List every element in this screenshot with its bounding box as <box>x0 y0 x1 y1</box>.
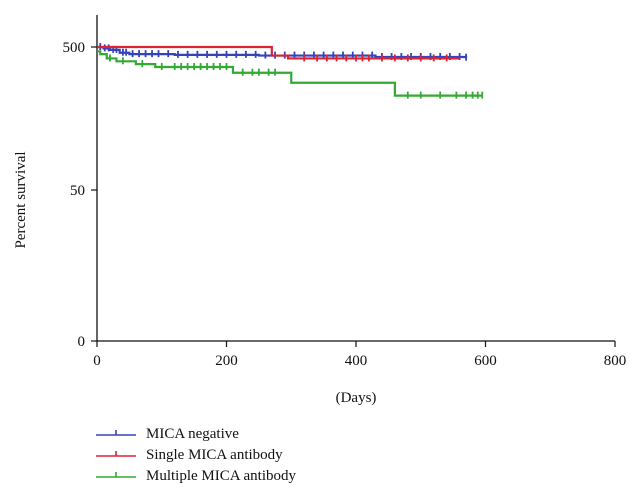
survival-chart: 0 200 400 600 800 0 50 500 (Days) Percent survi… <box>13 15 627 406</box>
series-2 <box>97 50 484 99</box>
legend-label-2: Multiple MICA antibody <box>146 468 296 484</box>
legend-swatch-1 <box>96 450 136 457</box>
y-tick-label: 0 <box>78 334 86 350</box>
chart-axes: 0 200 400 600 800 0 50 500 <box>63 15 627 369</box>
series-1 <box>97 45 460 62</box>
x-tick-label: 600 <box>474 353 497 369</box>
x-tick-label: 0 <box>93 353 101 369</box>
legend: MICA negative Single MICA antibody Multi… <box>96 424 296 487</box>
x-axis-label: (Days) <box>336 390 377 406</box>
legend-item-1: Single MICA antibody <box>96 445 296 466</box>
x-tick-label: 400 <box>345 353 368 369</box>
x-tick-label: 200 <box>215 353 238 369</box>
legend-swatch-2 <box>96 471 136 478</box>
legend-label-0: MICA negative <box>146 426 239 442</box>
legend-item-2: Multiple MICA antibody <box>96 466 296 487</box>
y-axis-label: Percent survival <box>13 151 29 248</box>
chart-series <box>97 43 484 99</box>
y-tick-label: 500 <box>63 40 86 56</box>
legend-swatch-0 <box>96 429 136 436</box>
x-tick-label: 800 <box>604 353 627 369</box>
legend-label-1: Single MICA antibody <box>146 447 283 463</box>
y-tick-label: 50 <box>70 183 85 199</box>
series-line <box>97 50 483 97</box>
legend-item-0: MICA negative <box>96 424 296 445</box>
